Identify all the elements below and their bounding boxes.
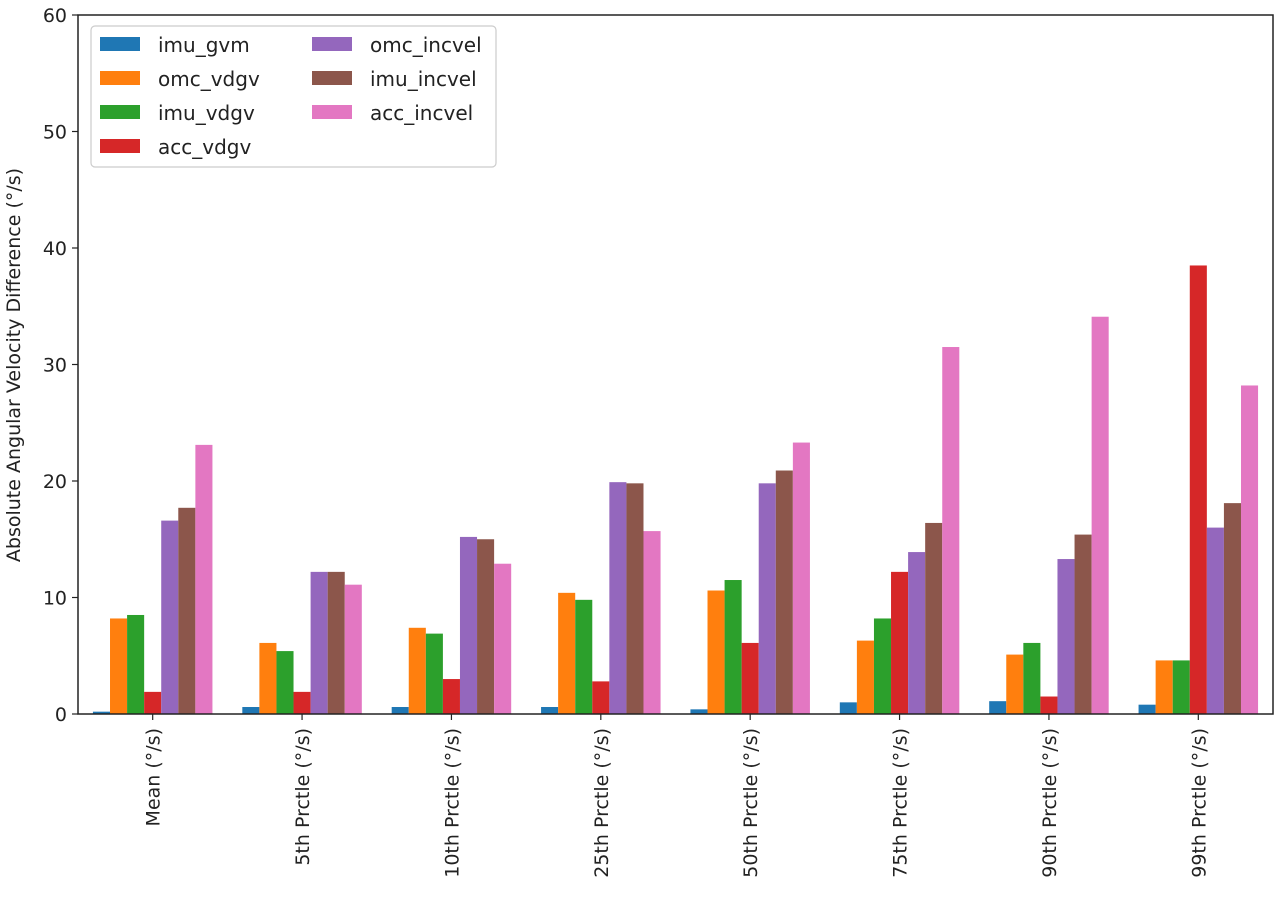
legend-box bbox=[90, 25, 497, 168]
bar-acc_vdgv-0 bbox=[144, 691, 162, 714]
bar-imu_gvm-2 bbox=[391, 707, 409, 714]
bar-acc_incvel-5 bbox=[942, 347, 960, 714]
bar-imu_incvel-0 bbox=[178, 507, 196, 714]
bar-omc_vdgv-1 bbox=[259, 642, 277, 714]
legend-label-acc_incvel: acc_incvel bbox=[370, 101, 473, 125]
bar-omc_vdgv-6 bbox=[1006, 654, 1024, 714]
x-tick-label: 10th Prctle (°/s) bbox=[441, 728, 463, 878]
x-tick-label: 25th Prctle (°/s) bbox=[591, 728, 613, 878]
bar-acc_vdgv-1 bbox=[293, 691, 311, 714]
x-tick-label: 90th Prctle (°/s) bbox=[1039, 728, 1061, 878]
bar-imu_vdgv-4 bbox=[724, 580, 742, 714]
bar-imu_vdgv-1 bbox=[276, 651, 294, 714]
bar-acc_incvel-4 bbox=[792, 442, 810, 714]
bar-imu_gvm-7 bbox=[1138, 704, 1156, 714]
bar-acc_incvel-3 bbox=[643, 531, 661, 714]
bars-layer bbox=[92, 265, 1259, 714]
bar-imu_incvel-1 bbox=[327, 571, 345, 714]
bar-acc_incvel-1 bbox=[344, 584, 362, 714]
bar-acc_vdgv-5 bbox=[891, 571, 909, 714]
legend-label-omc_incvel: omc_incvel bbox=[370, 33, 482, 57]
x-tick-label: 75th Prctle (°/s) bbox=[890, 728, 912, 878]
bar-omc_incvel-3 bbox=[609, 482, 627, 714]
bar-imu_gvm-3 bbox=[541, 707, 559, 714]
bar-imu_incvel-2 bbox=[477, 539, 495, 714]
bar-omc_incvel-2 bbox=[459, 536, 478, 714]
bar-acc_vdgv-2 bbox=[442, 679, 460, 714]
legend-swatch-imu_incvel bbox=[312, 71, 352, 85]
bar-imu_gvm-5 bbox=[839, 702, 857, 714]
bar-imu_gvm-1 bbox=[242, 707, 260, 714]
y-tick-label: 0 bbox=[55, 704, 67, 726]
bar-acc_incvel-6 bbox=[1091, 316, 1109, 714]
legend: imu_gvm omc_vdgv imu_vdgv acc_vdgv omc_incve… bbox=[90, 25, 497, 168]
bar-acc_incvel-0 bbox=[195, 444, 213, 714]
bar-acc_vdgv-3 bbox=[592, 681, 610, 714]
bar-acc_vdgv-4 bbox=[741, 642, 759, 714]
legend-swatch-imu_gvm bbox=[100, 37, 140, 51]
legend-swatch-omc_incvel bbox=[312, 37, 352, 51]
bar-imu_incvel-6 bbox=[1074, 534, 1092, 714]
bar-imu_vdgv-2 bbox=[425, 633, 443, 714]
x-tick-label: 5th Prctle (°/s) bbox=[292, 728, 314, 866]
bar-imu_gvm-6 bbox=[989, 701, 1007, 714]
bar-omc_vdgv-7 bbox=[1155, 660, 1173, 714]
bar-omc_incvel-0 bbox=[161, 520, 179, 714]
bar-omc_vdgv-2 bbox=[408, 627, 426, 714]
bar-omc_vdgv-3 bbox=[558, 592, 576, 714]
bar-omc_incvel-7 bbox=[1206, 527, 1224, 714]
legend-swatch-imu_vdgv bbox=[100, 105, 140, 119]
legend-swatch-acc_vdgv bbox=[100, 139, 140, 153]
bar-imu_vdgv-5 bbox=[873, 618, 892, 714]
y-axis-label: Absolute Angular Velocity Difference (°/… bbox=[3, 168, 25, 562]
bar-imu_vdgv-0 bbox=[127, 614, 145, 714]
y-tick-label: 30 bbox=[43, 355, 67, 377]
bar-omc_vdgv-5 bbox=[856, 640, 874, 714]
bar-imu_vdgv-3 bbox=[575, 599, 593, 714]
legend-label-imu_gvm: imu_gvm bbox=[158, 33, 250, 57]
legend-label-imu_incvel: imu_incvel bbox=[370, 67, 477, 91]
legend-swatch-acc_incvel bbox=[312, 105, 352, 119]
y-tick-label: 60 bbox=[43, 5, 67, 27]
bar-omc_incvel-6 bbox=[1057, 559, 1075, 714]
bar-acc_vdgv-6 bbox=[1040, 696, 1058, 714]
bar-imu_incvel-5 bbox=[925, 522, 943, 714]
bar-acc_vdgv-7 bbox=[1189, 265, 1207, 714]
y-tick-label: 10 bbox=[43, 588, 67, 610]
bar-omc_vdgv-4 bbox=[707, 590, 725, 714]
bar-imu_incvel-4 bbox=[775, 470, 793, 714]
bar-omc_incvel-5 bbox=[908, 552, 926, 714]
legend-label-acc_vdgv: acc_vdgv bbox=[158, 135, 251, 159]
bar-imu_gvm-4 bbox=[690, 709, 708, 714]
legend-swatch-omc_vdgv bbox=[100, 71, 140, 85]
y-tick-label: 50 bbox=[43, 122, 67, 144]
bar-imu_vdgv-6 bbox=[1023, 642, 1041, 714]
bar-imu_gvm-0 bbox=[92, 711, 111, 714]
bar-omc_vdgv-0 bbox=[110, 618, 128, 714]
bar-imu_incvel-3 bbox=[626, 483, 644, 714]
legend-label-omc_vdgv: omc_vdgv bbox=[158, 67, 260, 91]
bar-imu_vdgv-7 bbox=[1172, 660, 1190, 714]
bar-acc_incvel-7 bbox=[1240, 385, 1259, 714]
legend-label-imu_vdgv: imu_vdgv bbox=[158, 101, 255, 125]
bar-acc_incvel-2 bbox=[494, 563, 512, 714]
y-axis: 0 10 20 30 40 50 60 bbox=[43, 5, 78, 726]
bar-omc_incvel-4 bbox=[758, 483, 776, 714]
bar-omc_incvel-1 bbox=[310, 571, 328, 714]
bar-imu_incvel-7 bbox=[1223, 503, 1241, 714]
x-tick-label: 50th Prctle (°/s) bbox=[740, 728, 762, 878]
y-tick-label: 40 bbox=[43, 238, 67, 260]
y-tick-label: 20 bbox=[43, 471, 67, 493]
x-tick-label: Mean (°/s) bbox=[143, 728, 165, 826]
x-axis: Mean (°/s) 5th Prctle (°/s) 10th Prctle (°… bbox=[143, 714, 1210, 878]
x-tick-label: 99th Prctle (°/s) bbox=[1188, 728, 1210, 878]
